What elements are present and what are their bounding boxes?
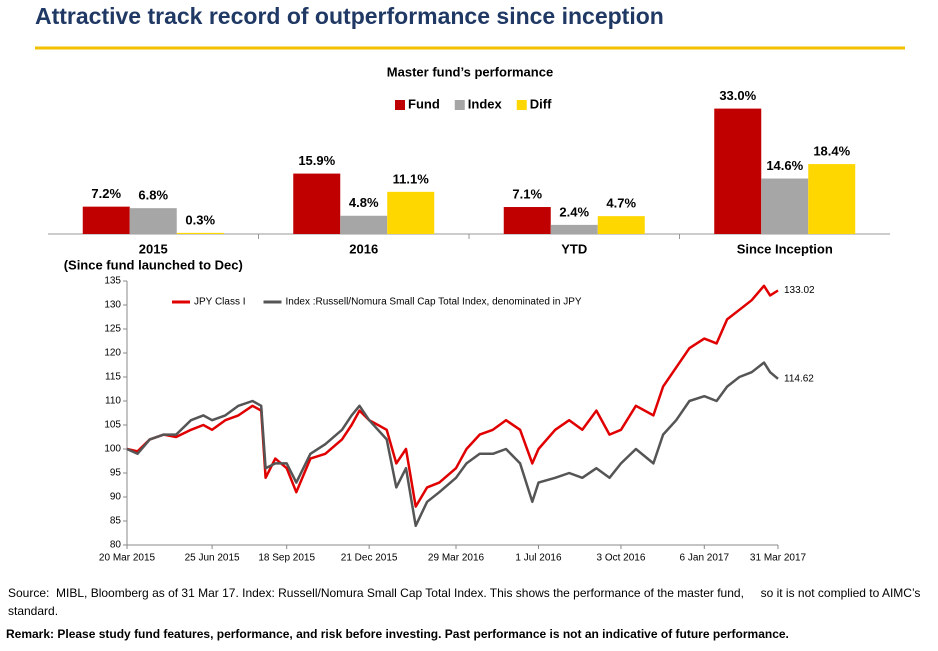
value-label: 4.8% — [349, 195, 379, 210]
series-line — [126, 284, 779, 508]
y-tick-label: 80 — [110, 540, 122, 551]
y-tick-label: 95 — [110, 468, 122, 479]
bar — [176, 232, 224, 234]
bar — [387, 191, 435, 234]
value-label: 2.4% — [559, 204, 589, 219]
bar — [340, 215, 388, 234]
legend-label: JPY Class I — [194, 297, 246, 308]
end-label: 133.02 — [784, 285, 815, 296]
legend-label: Index — [468, 96, 503, 111]
bar — [293, 173, 341, 234]
y-tick-label: 125 — [104, 324, 121, 335]
y-tick-label: 85 — [110, 516, 122, 527]
bar — [597, 216, 645, 234]
bar — [808, 164, 856, 234]
category-note: (Since fund launched to Dec) — [64, 257, 243, 272]
y-tick-label: 120 — [104, 348, 121, 359]
value-label: 18.4% — [813, 144, 850, 159]
value-label: 4.7% — [606, 196, 636, 211]
value-label: 33.0% — [719, 88, 756, 103]
y-tick-label: 100 — [104, 444, 121, 455]
legend-swatch — [516, 100, 527, 110]
x-tick-label: 21 Dec 2015 — [341, 553, 398, 564]
x-tick-label: 20 Mar 2015 — [99, 553, 156, 564]
end-label: 114.62 — [784, 373, 814, 384]
x-tick-label: 1 Jul 2016 — [515, 553, 562, 564]
x-tick-label: 31 Mar 2017 — [750, 553, 807, 564]
x-tick-label: 3 Oct 2016 — [596, 553, 645, 564]
y-tick-label: 90 — [110, 492, 122, 503]
bar — [761, 178, 809, 234]
y-tick-label: 130 — [104, 300, 121, 311]
legend-label: Fund — [408, 96, 440, 111]
y-tick-label: 110 — [105, 396, 121, 407]
legend-label: Index :Russell/Nomura Small Cap Total In… — [286, 297, 582, 308]
value-label: 11.1% — [393, 171, 430, 186]
legend-swatch — [395, 100, 405, 110]
value-label: 0.3% — [185, 212, 215, 227]
x-tick-label: YTD — [561, 241, 587, 256]
remark: Remark: Please study fund features, perf… — [6, 627, 789, 641]
x-tick-label: 25 Jun 2015 — [185, 553, 240, 564]
chart-title: Master fund’s performance — [387, 64, 553, 79]
bar — [503, 207, 551, 234]
series-line — [126, 361, 779, 528]
value-label: 15.9% — [298, 153, 335, 168]
charts: Attractive track record of outperformanc… — [35, 3, 905, 564]
y-tick-label: 135 — [104, 276, 121, 287]
y-tick-label: 115 — [105, 372, 121, 383]
legend-label: Diff — [530, 96, 552, 111]
x-tick-label: 2016 — [349, 241, 378, 256]
bar — [129, 208, 177, 234]
x-tick-label: 29 Mar 2016 — [428, 553, 485, 564]
value-label: 7.1% — [512, 186, 542, 201]
x-tick-label: 2015 — [139, 241, 168, 256]
bar — [550, 224, 598, 234]
x-tick-label: 18 Sep 2015 — [258, 553, 315, 564]
slide-title: Attractive track record of outperformanc… — [35, 3, 664, 29]
x-tick-label: Since Inception — [737, 241, 833, 256]
value-label: 7.2% — [91, 186, 121, 201]
legend-swatch — [454, 100, 465, 110]
value-label: 14.6% — [766, 158, 803, 173]
source-note: Source: MIBL, Bloomberg as of 31 Mar 17.… — [8, 586, 924, 618]
bar — [82, 206, 130, 234]
bar — [714, 108, 762, 234]
value-label: 6.8% — [138, 188, 168, 203]
y-tick-label: 105 — [104, 420, 121, 431]
x-tick-label: 6 Jan 2017 — [680, 553, 730, 564]
